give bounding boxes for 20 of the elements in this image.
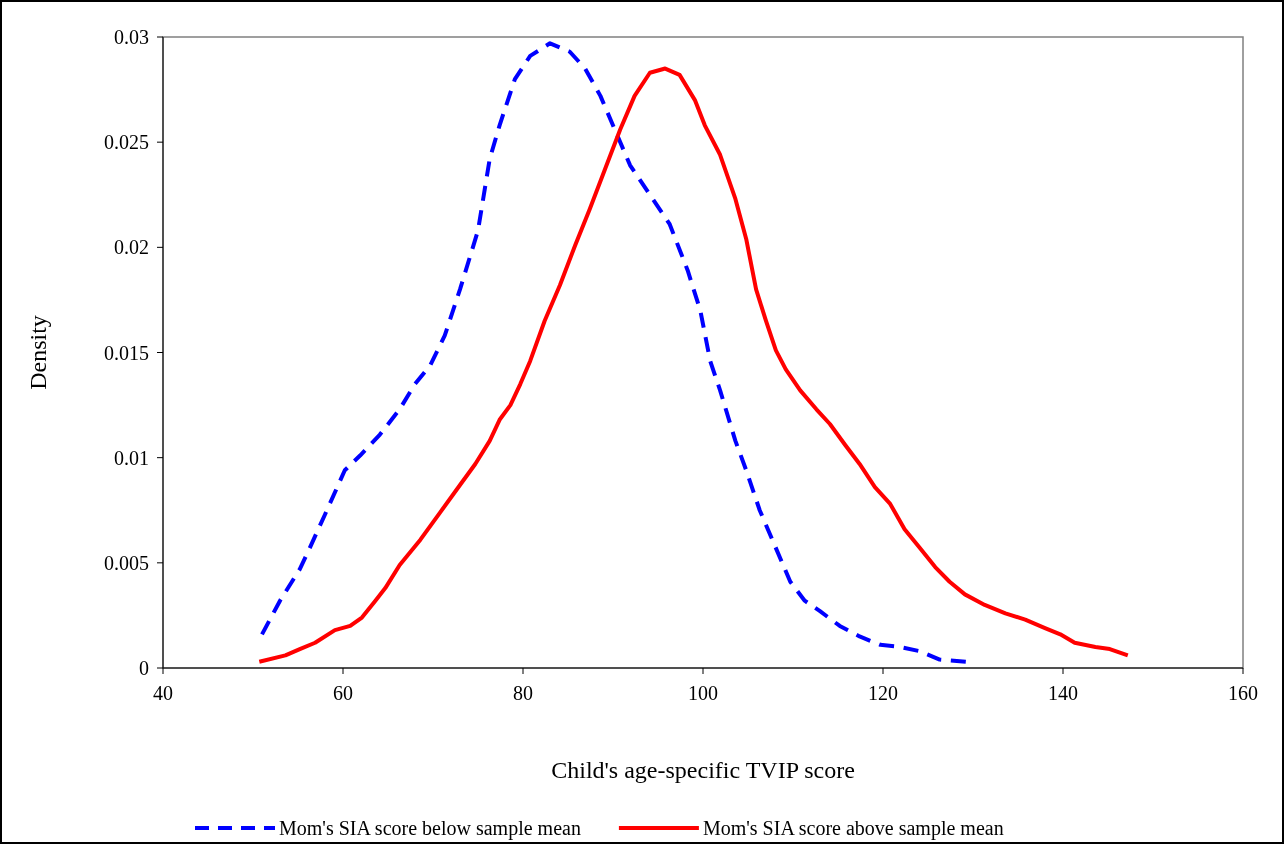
y-tick-label: 0.025 [104, 131, 149, 154]
x-axis-title: Child's age-specific TVIP score [551, 757, 855, 783]
x-tick-label: 40 [153, 682, 173, 704]
x-tick-label: 100 [688, 682, 718, 704]
y-tick-label: 0.005 [104, 551, 149, 574]
legend-label: Mom's SIA score above sample mean [702, 817, 1004, 840]
x-tick-label: 120 [868, 682, 898, 704]
x-tick-label: 140 [1048, 682, 1078, 704]
x-tick-label: 160 [1228, 682, 1258, 704]
y-tick-label: 0 [139, 657, 149, 679]
legend-label: Mom's SIA score below sample mean [279, 817, 581, 840]
y-tick-label: 0.03 [114, 26, 149, 48]
y-tick-label: 0.015 [104, 341, 149, 364]
x-tick-label: 60 [333, 682, 353, 704]
line-series [257, 66, 1130, 664]
line-series [260, 41, 968, 664]
y-axis-title: Density [25, 315, 51, 390]
y-tick-label: 0.02 [114, 236, 149, 259]
x-tick-label: 80 [513, 682, 533, 704]
y-tick-label: 0.01 [114, 446, 149, 469]
